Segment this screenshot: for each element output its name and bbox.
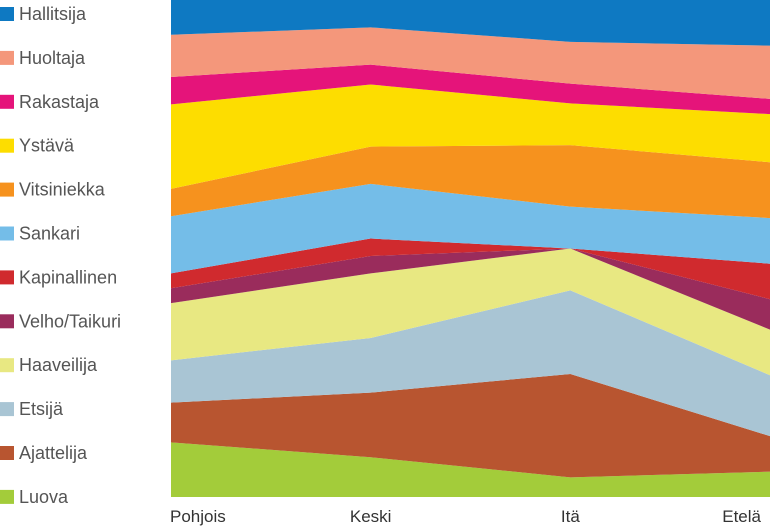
legend-swatch [0, 270, 14, 285]
x-axis: Pohjois Keski Itä Etelä [170, 507, 762, 526]
legend-item: Etsijä [0, 399, 64, 419]
x-tick-label: Pohjois [170, 507, 226, 526]
legend-label: Vitsiniekka [19, 180, 106, 200]
area-series-kapinallinen [171, 238, 770, 300]
legend-item: Kapinallinen [0, 267, 117, 287]
legend-item: Vitsiniekka [0, 180, 106, 200]
legend-item: Velho/Taikuri [0, 311, 121, 331]
legend-label: Kapinallinen [19, 267, 117, 287]
legend-label: Huoltaja [19, 48, 86, 68]
area-series-etsijä [171, 290, 770, 437]
x-tick-label: Etelä [722, 507, 761, 526]
area-series-vitsiniekka [171, 145, 770, 219]
legend-swatch [0, 446, 14, 460]
area-series-hallitsija [171, 0, 770, 46]
legend-label: Hallitsija [19, 4, 87, 24]
legend-item: Ystävä [0, 136, 75, 156]
legend-swatch [0, 314, 14, 329]
legend-item: Luova [0, 487, 69, 507]
legend-item: Huoltaja [0, 48, 86, 68]
area-series-velho-taikuri [171, 248, 770, 330]
legend-swatch [0, 402, 14, 417]
legend-label: Rakastaja [19, 92, 100, 112]
legend-label: Etsijä [19, 399, 64, 419]
legend-label: Velho/Taikuri [19, 311, 121, 331]
legend-label: Ystävä [19, 136, 75, 156]
legend-item: Sankari [0, 224, 80, 244]
legend-label: Ajattelija [19, 443, 88, 463]
legend-swatch [0, 138, 14, 153]
legend-swatch [0, 182, 14, 197]
legend-swatch [0, 50, 14, 65]
legend-swatch [0, 358, 14, 373]
legend-swatch [0, 489, 14, 504]
legend-item: Haaveilija [0, 355, 98, 375]
legend: Hallitsija Huoltaja Rakastaja Ystävä Vitsini… [0, 4, 121, 507]
area-series-rakastaja [171, 64, 770, 115]
legend-swatch [0, 226, 14, 241]
area-series-ajattelija [171, 373, 770, 478]
legend-label: Luova [19, 487, 69, 507]
area-series-ystävä [171, 84, 770, 189]
area-series-sankari [171, 183, 770, 274]
legend-swatch [0, 94, 14, 109]
legend-swatch [0, 7, 14, 21]
area-series-luova [171, 442, 770, 497]
x-tick-label: Keski [350, 507, 392, 526]
area-series-haaveilija [171, 248, 770, 376]
x-tick-label: Itä [561, 507, 580, 526]
legend-item: Hallitsija [0, 4, 87, 24]
legend-label: Sankari [19, 224, 80, 244]
legend-item: Ajattelija [0, 443, 88, 463]
legend-item: Rakastaja [0, 92, 100, 112]
plot-areas [171, 0, 770, 497]
legend-label: Haaveilija [19, 355, 98, 375]
area-series-huoltaja [171, 27, 770, 99]
